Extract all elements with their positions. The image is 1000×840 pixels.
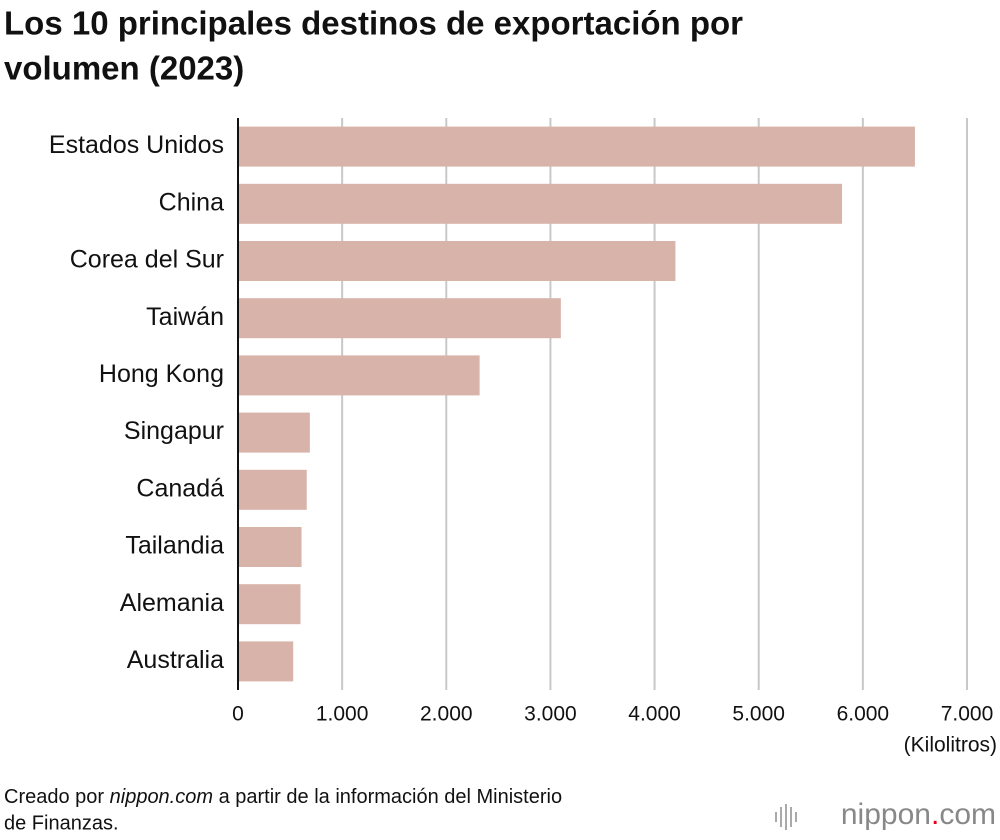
y-tick-label: Australia	[127, 646, 224, 674]
source-text: nippon.com	[110, 786, 213, 808]
y-tick-label: China	[159, 188, 224, 216]
bar	[238, 241, 676, 281]
bar	[238, 584, 301, 625]
bar	[238, 527, 302, 567]
y-tick-label: Taiwán	[146, 303, 224, 331]
bar	[238, 469, 307, 510]
y-tick-label: Estados Unidos	[49, 131, 224, 159]
x-tick-label: 2.000	[420, 703, 473, 726]
logo-text: .	[931, 798, 939, 831]
x-tick-label: 7.000	[941, 703, 994, 726]
y-tick-label: Hong Kong	[99, 360, 224, 388]
logo-mark	[775, 804, 797, 830]
bar	[238, 298, 561, 339]
logo-text: com	[939, 798, 996, 831]
chart-title: volumen (2023)	[4, 50, 244, 87]
logo: nippon.com	[841, 798, 996, 831]
source: Creado por nippon.com a partir de la inf…	[4, 786, 562, 808]
x-tick-label: 5.000	[732, 703, 785, 726]
bar	[238, 183, 843, 224]
chart-title: Los 10 principales destinos de exportaci…	[4, 5, 743, 42]
y-tick-label: Corea del Sur	[70, 246, 224, 274]
bar	[238, 641, 294, 682]
x-tick-label: 1.000	[316, 703, 369, 726]
source-text: a partir de la información del Ministeri…	[213, 786, 562, 808]
y-tick-label: Alemania	[120, 589, 224, 617]
axis-label: (Kilolitros)	[904, 734, 997, 757]
bar	[238, 412, 310, 453]
y-tick-label: Canadá	[136, 474, 224, 502]
x-tick-label: 6.000	[837, 703, 890, 726]
x-tick-label: 0	[232, 703, 244, 726]
source-text: Creado por	[4, 786, 110, 808]
x-tick-label: 4.000	[628, 703, 681, 726]
x-tick-label: 3.000	[524, 703, 577, 726]
source-text: de Finanzas.	[4, 812, 119, 834]
logo-text: nippon	[841, 798, 931, 831]
bar	[238, 126, 915, 167]
y-tick-label: Tailandia	[125, 532, 224, 560]
bar	[238, 355, 480, 396]
y-tick-label: Singapur	[124, 417, 224, 445]
